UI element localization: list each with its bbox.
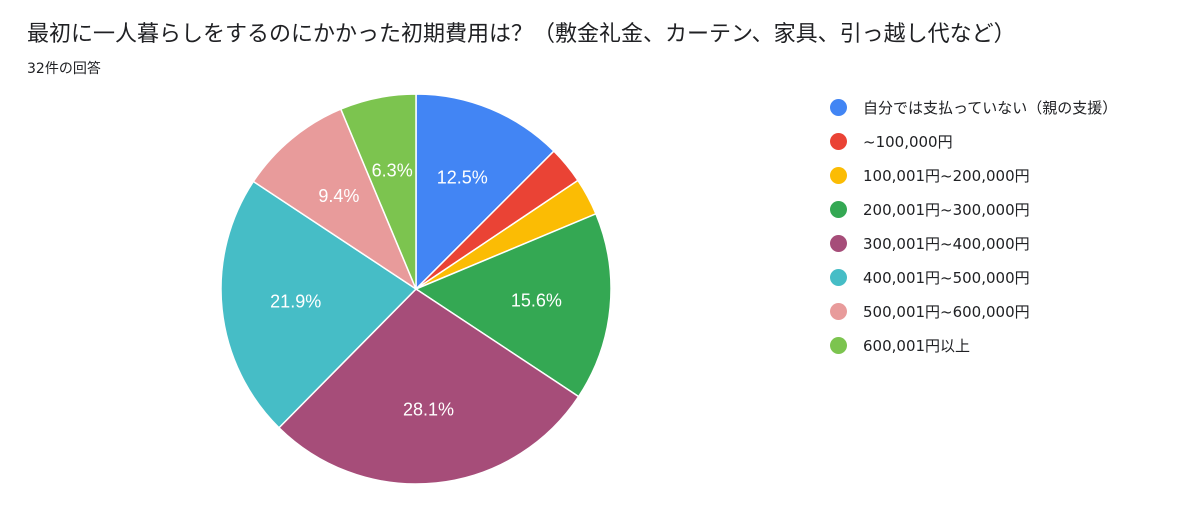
legend-label-4: 300,001円~400,000円 bbox=[863, 234, 1030, 253]
legend-swatch-2 bbox=[830, 166, 847, 184]
pie-slice-4 bbox=[277, 288, 580, 485]
legend-item-3: 200,001円~300,000円 bbox=[830, 192, 1117, 226]
legend-label-1: ~100,000円 bbox=[863, 132, 953, 151]
pie-slice-5 bbox=[220, 180, 418, 429]
slice-label-0: 12.5% bbox=[437, 167, 488, 187]
legend-item-6: 500,001円~600,000円 bbox=[830, 294, 1117, 328]
legend-swatch-3 bbox=[830, 200, 847, 218]
legend-swatch-1 bbox=[830, 132, 847, 150]
legend-label-0: 自分では支払っていない（親の支援） bbox=[863, 98, 1118, 117]
legend-item-7: 600,001円以上 bbox=[830, 328, 1117, 362]
slice-label-6: 9.4% bbox=[318, 186, 359, 206]
legend-swatch-5 bbox=[830, 268, 847, 286]
legend-item-1: ~100,000円 bbox=[830, 124, 1117, 158]
pie-slice-0 bbox=[415, 93, 555, 291]
legend-label-3: 200,001円~300,000円 bbox=[863, 200, 1030, 219]
legend-swatch-4 bbox=[830, 234, 847, 252]
slice-label-7: 6.3% bbox=[372, 161, 413, 181]
legend-swatch-0 bbox=[830, 98, 847, 116]
legend-item-2: 100,001円~200,000円 bbox=[830, 158, 1117, 192]
chart-title: 最初に一人暮らしをするのにかかった初期費用は？（敷金礼金、カーテン、家具、引っ越… bbox=[27, 22, 1016, 47]
slice-label-3: 15.6% bbox=[511, 290, 562, 310]
slice-label-4: 28.1% bbox=[403, 399, 454, 419]
slice-label-5: 21.9% bbox=[270, 292, 321, 312]
legend-label-6: 500,001円~600,000円 bbox=[863, 302, 1030, 321]
pie-slice-7 bbox=[339, 93, 417, 290]
legend-item-5: 400,001円~500,000円 bbox=[830, 260, 1117, 294]
legend-label-5: 400,001円~500,000円 bbox=[863, 268, 1030, 287]
legend-item-4: 300,001円~400,000円 bbox=[830, 226, 1117, 260]
legend-item-0: 自分では支払っていない（親の支援） bbox=[830, 90, 1117, 124]
legend-label-7: 600,001円以上 bbox=[863, 336, 971, 355]
legend-swatch-7 bbox=[830, 336, 847, 354]
pie-slice-6 bbox=[252, 108, 418, 291]
pie-slice-3 bbox=[414, 212, 612, 398]
chart-legend: 自分では支払っていない（親の支援） ~100,000円 100,001円~200,0… bbox=[830, 90, 1117, 362]
response-count: 32件の回答 bbox=[27, 61, 101, 77]
legend-label-2: 100,001円~200,000円 bbox=[863, 166, 1030, 185]
legend-swatch-6 bbox=[830, 302, 847, 320]
